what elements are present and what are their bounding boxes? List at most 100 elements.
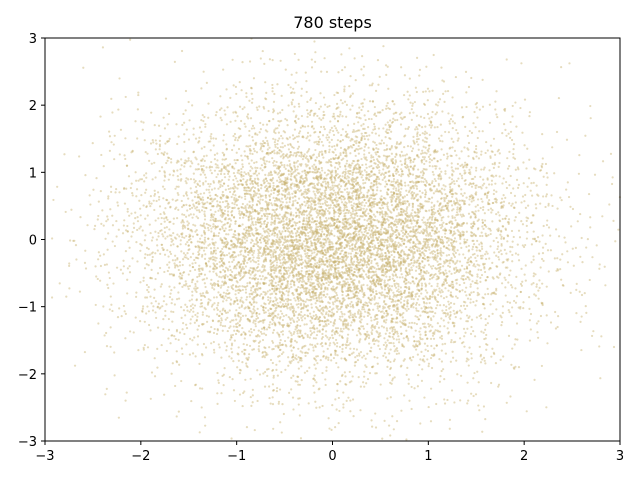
scatter-point (390, 300, 393, 304)
scatter-point (353, 216, 356, 219)
scatter-point (457, 184, 460, 187)
scatter-point (289, 213, 292, 216)
scatter-point (481, 200, 484, 203)
scatter-point (324, 250, 327, 254)
scatter-point (366, 261, 369, 264)
scatter-point (334, 425, 337, 429)
scatter-point (216, 402, 219, 405)
scatter-point (210, 188, 214, 191)
scatter-point (564, 241, 567, 244)
scatter-point (150, 239, 154, 242)
scatter-point (311, 154, 314, 157)
scatter-point (264, 276, 267, 279)
scatter-point (376, 305, 379, 308)
scatter-point (427, 144, 431, 147)
scatter-point (419, 336, 422, 339)
points-layer (50, 37, 622, 441)
scatter-point (159, 212, 162, 216)
scatter-point (185, 323, 188, 326)
scatter-point (168, 228, 171, 231)
scatter-point (162, 318, 165, 321)
scatter-point (547, 270, 550, 273)
scatter-point (194, 245, 197, 248)
scatter-point (320, 173, 323, 176)
scatter-point (399, 160, 402, 163)
scatter-point (406, 164, 409, 167)
scatter-point (234, 85, 238, 88)
scatter-point (387, 219, 390, 222)
scatter-point (245, 192, 248, 195)
scatter-point (426, 256, 429, 259)
scatter-point (245, 357, 248, 360)
scatter-point (448, 427, 451, 430)
scatter-point (315, 327, 319, 330)
scatter-point (358, 268, 361, 272)
scatter-point (475, 316, 478, 319)
scatter-point (175, 185, 178, 188)
scatter-point (346, 327, 349, 330)
scatter-point (318, 406, 321, 409)
scatter-point (318, 330, 321, 333)
scatter-point (478, 409, 481, 412)
scatter-point (288, 200, 291, 204)
scatter-point (511, 347, 514, 350)
scatter-point (227, 187, 230, 191)
scatter-point (563, 236, 566, 239)
scatter-point (184, 314, 187, 317)
scatter-point (192, 150, 195, 153)
scatter-point (210, 305, 214, 308)
scatter-point (479, 276, 482, 279)
scatter-point (73, 364, 77, 367)
scatter-point (358, 264, 362, 267)
scatter-point (593, 173, 597, 176)
scatter-point (193, 304, 197, 307)
scatter-point (417, 318, 420, 321)
scatter-point (383, 244, 386, 247)
scatter-point (416, 128, 419, 131)
scatter-point (508, 150, 511, 153)
scatter-point (240, 119, 243, 123)
scatter-point (367, 212, 370, 215)
scatter-point (330, 138, 333, 141)
scatter-point (300, 87, 303, 90)
scatter-point (250, 246, 253, 249)
scatter-point (224, 205, 227, 209)
scatter-point (163, 231, 167, 234)
scatter-point (494, 100, 497, 103)
scatter-point (172, 273, 175, 276)
scatter-point (425, 231, 429, 234)
scatter-point (578, 290, 581, 293)
scatter-point (405, 166, 408, 169)
scatter-point (364, 142, 367, 146)
scatter-point (126, 210, 129, 213)
scatter-point (476, 116, 479, 119)
scatter-point (278, 199, 281, 202)
scatter-point (79, 216, 82, 219)
scatter-point (234, 136, 237, 139)
scatter-point (338, 161, 341, 165)
scatter-point (467, 141, 471, 145)
scatter-point (191, 206, 194, 209)
scatter-point (279, 161, 282, 164)
scatter-point (196, 280, 199, 283)
scatter-point (401, 226, 404, 229)
scatter-point (394, 300, 397, 303)
scatter-point (259, 128, 262, 131)
scatter-point (489, 144, 493, 147)
scatter-point (345, 162, 348, 165)
scatter-point (322, 110, 325, 113)
scatter-point (397, 188, 400, 191)
scatter-point (306, 248, 310, 251)
scatter-point (248, 162, 251, 165)
scatter-point (467, 148, 470, 151)
scatter-point (371, 224, 374, 227)
scatter-point (153, 124, 156, 127)
scatter-point (252, 305, 256, 308)
scatter-point (283, 144, 287, 147)
scatter-point (109, 326, 112, 329)
scatter-point (414, 295, 417, 298)
scatter-point (189, 322, 192, 325)
scatter-point (312, 297, 315, 300)
scatter-point (431, 180, 434, 183)
scatter-point (332, 272, 336, 275)
